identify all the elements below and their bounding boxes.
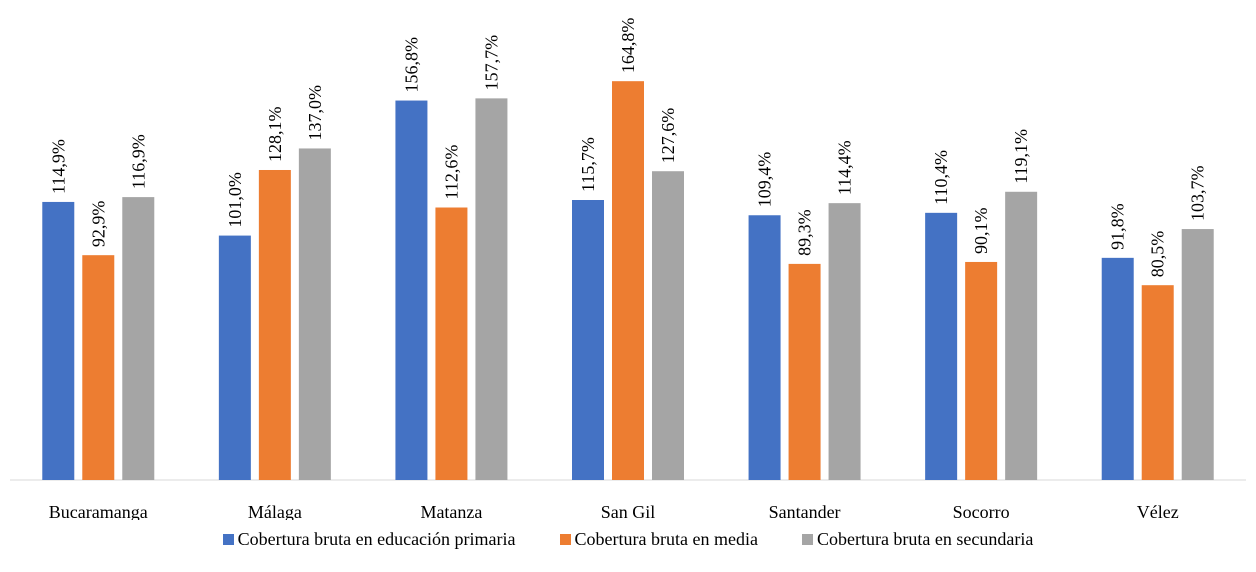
category-label: Matanza xyxy=(420,502,482,520)
bar-chart: 114,9% 92,9% 116,9% 101,0% 128,1% 137,0% 156,8… xyxy=(10,18,1246,520)
legend-swatch xyxy=(222,533,234,545)
bar-secundaria xyxy=(475,98,508,480)
legend: Cobertura bruta en educación primaria Cob… xyxy=(0,524,1256,554)
bar-primaria xyxy=(572,200,604,481)
category-label: Santander xyxy=(769,502,841,520)
data-label: 112,6% xyxy=(441,145,461,200)
data-label: 103,7% xyxy=(1188,166,1208,222)
data-label: 128,1% xyxy=(265,106,285,162)
data-label: 80,5% xyxy=(1148,231,1168,278)
data-label: 101,0% xyxy=(225,172,245,228)
category-label: San Gil xyxy=(601,502,656,520)
bar-media xyxy=(82,255,115,480)
bar-secundaria xyxy=(1181,229,1214,480)
data-label: 164,8% xyxy=(618,18,638,74)
legend-label: Cobertura bruta en secundaria xyxy=(816,528,1034,549)
bars-group xyxy=(42,81,1214,481)
bar-secundaria xyxy=(828,203,861,481)
bar-primaria xyxy=(748,215,781,480)
data-label: 90,1% xyxy=(971,207,991,253)
legend-label: Cobertura bruta en educación primaria xyxy=(237,528,516,549)
data-label: 127,6% xyxy=(658,108,678,164)
data-label: 119,1% xyxy=(1011,129,1031,184)
data-label: 137,0% xyxy=(305,85,325,141)
bar-secundaria xyxy=(1005,191,1038,480)
category-label: Socorro xyxy=(953,502,1010,520)
bar-media xyxy=(1141,285,1174,480)
category-labels-group: Bucaramanga Málaga Matanza San Gil Santander… xyxy=(49,502,1179,520)
data-label: 110,4% xyxy=(931,150,951,205)
legend-item: Cobertura bruta en educación primaria xyxy=(222,528,516,550)
legend-item: Cobertura bruta en media xyxy=(559,528,758,550)
data-label: 109,4% xyxy=(755,152,775,208)
data-label: 92,9% xyxy=(88,201,108,248)
data-label: 91,8% xyxy=(1108,203,1128,250)
legend-label: Cobertura bruta en media xyxy=(574,528,758,549)
bar-primaria xyxy=(42,201,75,480)
bar-primaria xyxy=(925,212,958,480)
category-label: Bucaramanga xyxy=(49,502,148,520)
bar-media xyxy=(435,207,468,480)
data-label: 114,4% xyxy=(835,140,855,195)
data-label: 115,7% xyxy=(578,137,598,192)
bar-primaria xyxy=(1101,257,1134,480)
data-label: 116,9% xyxy=(128,134,148,189)
data-label: 89,3% xyxy=(795,209,815,256)
bar-media xyxy=(612,81,644,481)
bar-primaria xyxy=(395,100,428,480)
data-labels-group: 114,9% 92,9% 116,9% 101,0% 128,1% 137,0% 156,8… xyxy=(48,18,1207,278)
legend-swatch xyxy=(801,533,813,545)
bar-secundaria xyxy=(122,197,155,481)
data-label: 156,8% xyxy=(401,37,421,93)
bar-secundaria xyxy=(298,148,331,480)
category-label: Vélez xyxy=(1137,502,1179,520)
legend-swatch xyxy=(559,533,571,545)
legend-item: Cobertura bruta en secundaria xyxy=(801,528,1034,550)
bar-primaria xyxy=(218,235,251,480)
category-label: Málaga xyxy=(248,502,302,520)
data-label: 114,9% xyxy=(48,139,68,194)
data-label: 157,7% xyxy=(481,35,501,91)
bar-media xyxy=(258,169,291,481)
bar-secundaria xyxy=(652,171,684,480)
bar-media xyxy=(965,261,998,480)
bar-media xyxy=(788,263,821,480)
